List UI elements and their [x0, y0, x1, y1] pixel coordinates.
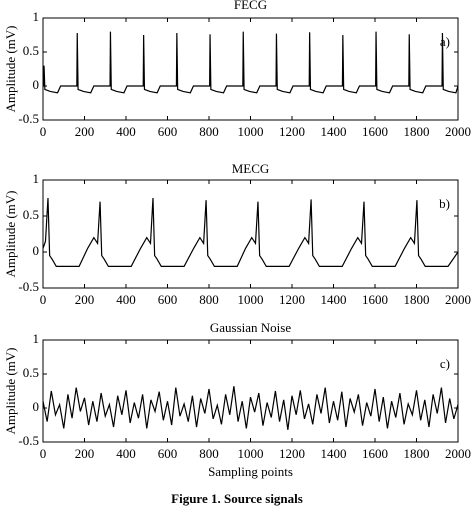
y-axis-label: Amplitude (mV): [3, 347, 18, 434]
x-tick-label: 1000: [238, 124, 264, 139]
panel-title: FECG: [234, 0, 267, 12]
signal-line: [42, 197, 459, 267]
plot-frame: [42, 179, 459, 289]
x-tick-label: 400: [116, 292, 136, 307]
x-tick-label: 1600: [362, 292, 388, 307]
panel-title: Gaussian Noise: [210, 320, 291, 335]
x-tick-label: 1200: [279, 124, 305, 139]
x-tick-label: 800: [199, 124, 219, 139]
y-tick-label: 1: [33, 331, 40, 346]
plot-frame: [42, 17, 459, 121]
y-tick-label: 1: [33, 9, 40, 24]
y-tick-label: 0.5: [23, 365, 39, 380]
x-tick-label: 200: [75, 292, 95, 307]
x-tick-label: 0: [40, 446, 47, 461]
x-tick-label: 1200: [279, 446, 305, 461]
x-tick-label: 800: [199, 292, 219, 307]
x-tick-label: 1800: [404, 446, 430, 461]
x-tick-label: 0: [40, 292, 47, 307]
x-tick-label: 1000: [238, 292, 264, 307]
signal-line: [43, 31, 459, 94]
x-tick-label: 1800: [404, 124, 430, 139]
x-tick-label: 600: [158, 446, 178, 461]
x-tick-label: 1400: [321, 446, 347, 461]
x-tick-label: 600: [158, 292, 178, 307]
y-tick-label: -0.5: [18, 279, 39, 294]
signal-line: [42, 386, 459, 430]
x-tick-label: 2000: [445, 446, 471, 461]
x-tick-label: 1400: [321, 292, 347, 307]
y-tick-label: 1: [33, 171, 40, 186]
panel-title: MECG: [232, 161, 270, 176]
x-tick-label: 800: [199, 446, 219, 461]
x-tick-label: 1400: [321, 124, 347, 139]
x-tick-label: 1000: [238, 446, 264, 461]
plot-frame: [42, 339, 459, 443]
y-tick-label: 0.5: [23, 43, 39, 58]
y-tick-label: 0: [33, 243, 40, 258]
x-tick-label: 0: [40, 124, 47, 139]
panel-annotation: b): [439, 196, 450, 211]
y-tick-label: 0: [33, 399, 40, 414]
panel-annotation: c): [440, 356, 450, 371]
y-axis-label: Amplitude (mV): [3, 25, 18, 112]
x-tick-label: 400: [116, 446, 136, 461]
y-tick-label: 0.5: [23, 207, 39, 222]
x-axis-label: Sampling points: [208, 464, 293, 479]
x-tick-label: 2000: [445, 292, 471, 307]
x-tick-label: 1600: [362, 124, 388, 139]
x-tick-label: 200: [75, 124, 95, 139]
panel-annotation: a): [440, 34, 450, 49]
x-tick-label: 1200: [279, 292, 305, 307]
y-axis-label: Amplitude (mV): [3, 190, 18, 277]
x-tick-label: 400: [116, 124, 136, 139]
y-tick-label: -0.5: [18, 433, 39, 448]
caption: Figure 1. Source signals: [171, 491, 303, 506]
y-tick-label: -0.5: [18, 111, 39, 126]
y-tick-label: 0: [33, 77, 40, 92]
x-tick-label: 200: [75, 446, 95, 461]
x-tick-label: 2000: [445, 124, 471, 139]
x-tick-label: 600: [158, 124, 178, 139]
x-tick-label: 1600: [362, 446, 388, 461]
x-tick-label: 1800: [404, 292, 430, 307]
